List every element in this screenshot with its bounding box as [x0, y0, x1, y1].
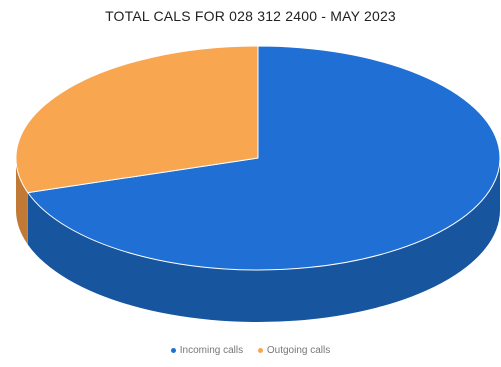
chart-legend: Incoming calls Outgoing calls: [0, 345, 501, 356]
legend-label-incoming: Incoming calls: [179, 345, 244, 356]
legend-item-outgoing: Outgoing calls: [257, 345, 331, 356]
legend-swatch-outgoing: [257, 348, 263, 353]
chart-title: TOTAL CALS FOR 028 312 2400 - MAY 2023: [105, 8, 396, 24]
pie-slice-incoming: [27, 45, 501, 271]
pie-side-incoming: [27, 158, 500, 322]
legend-item-incoming: Incoming calls: [170, 345, 244, 356]
legend-label-outgoing: Outgoing calls: [266, 345, 331, 356]
pie-slice-outgoing: [15, 45, 259, 194]
pie-chart: [15, 45, 501, 322]
pie-side-outgoing: [16, 158, 28, 245]
legend-swatch-incoming: [170, 348, 176, 353]
